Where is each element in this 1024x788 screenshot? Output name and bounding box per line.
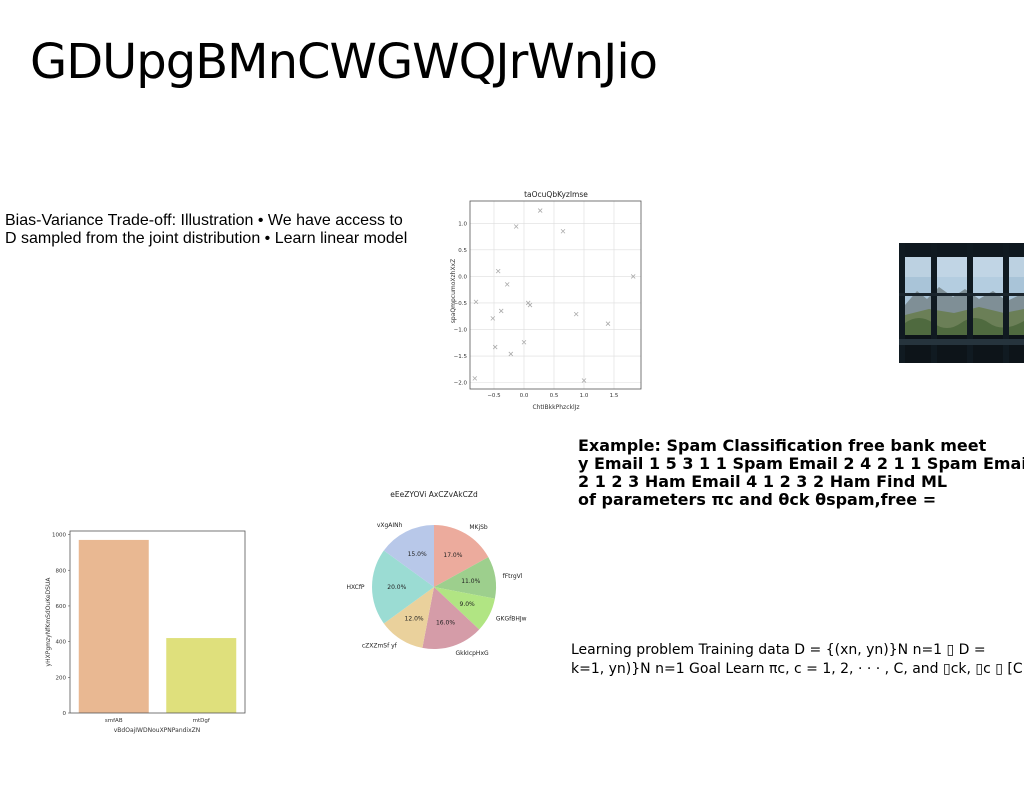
scatter-point [527, 302, 533, 308]
pie-slice [422, 587, 480, 649]
text-line: D sampled from the joint distribution • … [5, 230, 408, 247]
scatter-point [508, 351, 514, 357]
bar-xlabel: vBdOajIWDNouXPNPandixZN [114, 727, 201, 734]
scatter-point [630, 274, 636, 279]
pie-slice-label: HXCfP [346, 584, 364, 591]
text-line: 2 1 2 3 Ham Email 4 1 2 3 2 Ham Find ML [578, 472, 948, 491]
bar-ytick-label: 400 [56, 640, 67, 646]
scatter-title: taOcuQbKyzImse [524, 190, 588, 199]
scatter-point [473, 299, 479, 305]
text-line: y Email 1 5 3 1 1 Spam Email 2 4 2 1 1 S… [578, 454, 1024, 473]
scatter-ytick-label: 0.5 [458, 248, 467, 254]
scatter-point [605, 321, 611, 326]
scatter-point [581, 378, 587, 383]
bar-frame [69, 530, 246, 714]
scatter-xtick-label: 0.0 [520, 393, 529, 399]
scatter-ytick-label: −2.0 [454, 381, 468, 387]
scatter-xtick-label: 1.5 [610, 393, 619, 399]
pie-slice [383, 525, 434, 587]
bar-category-label: mtDgf [193, 718, 211, 724]
bar-ytick-label: 800 [56, 568, 67, 574]
scatter-xtick-label: 1.0 [580, 393, 589, 399]
scatter-point [498, 308, 504, 314]
bias-variance-text: Bias-Variance Trade-off: Illustration • … [5, 212, 425, 248]
bar-ylabel: yHXPgmzyNfKmSdOuKeDSUA [45, 577, 52, 667]
scatter-xtick-label: 0.5 [550, 393, 559, 399]
pie-pct-label: 12.0% [405, 615, 424, 622]
pie-pct-label: 20.0% [387, 584, 406, 591]
scatter-ytick-label: −0.5 [454, 301, 468, 307]
bar-ytick-label: 600 [56, 604, 67, 610]
scatter-ylabel: spaQmpcumoXzhXxZ [450, 259, 457, 323]
text-line: Learning problem Training data D = {(xn,… [571, 642, 986, 658]
learning-problem-text: Learning problem Training data D = {(xn,… [571, 641, 1024, 679]
scatter-point [472, 376, 478, 381]
bar [166, 638, 237, 713]
bar-ytick-label: 0 [63, 711, 67, 717]
pie-title: eEeZYOVi AxCZvAkCZd [390, 490, 478, 499]
scatter-point [490, 316, 496, 321]
pie-slice [372, 550, 434, 624]
pie-slice [434, 525, 489, 587]
scatter-point [521, 339, 527, 345]
scatter-ytick-label: −1.5 [454, 354, 468, 360]
spam-example-text: Example: Spam Classification free bank m… [578, 437, 1024, 509]
pie-slice [383, 587, 434, 648]
pie-slice-label: GkkIcpHxG [455, 650, 489, 657]
text-line: k=1, yn)}N n=1 Goal Learn πc, c = 1, 2, … [571, 661, 1024, 677]
text-line: Example: Spam Classification free bank m… [578, 436, 987, 455]
scatter-point [495, 268, 501, 274]
bar-ytick-label: 200 [56, 675, 67, 681]
scatter-chart: taOcuQbKyzImse −0.5 0.0 0.5 1.0 1.5 −2.0 −1.5 −… [450, 190, 642, 411]
bar-category-label: smfAB [105, 718, 123, 724]
pie-slice-label: vXgAINh [377, 522, 403, 529]
pie-pct-label: 16.0% [436, 619, 455, 626]
pie-pct-label: 11.0% [461, 578, 480, 585]
pie-slice [434, 587, 495, 630]
pie-slice-label: cZXZmSf yf [362, 643, 398, 650]
pie-slice-label: GKGfBHJw [496, 616, 527, 623]
text-line: Bias-Variance Trade-off: Illustration • … [5, 212, 403, 229]
bar [78, 539, 149, 713]
scatter-xlabel: ChtIBkkPhzcklJz [532, 404, 579, 411]
pie-pct-label: 17.0% [443, 552, 462, 559]
scatter-ytick-label: 0.0 [458, 274, 467, 280]
bar-ytick-label: 1000 [52, 533, 66, 539]
pie-slice-label: MKjSb [469, 524, 488, 531]
text-line: of parameters πc and θck θspam,free = [578, 490, 937, 509]
pie-pct-label: 15.0% [408, 551, 427, 558]
window-landscape-photo [899, 243, 1024, 363]
bar-chart: 0 200 400 600 800 1000 smfAB mtDgf vBdOajIWDNo… [45, 530, 246, 734]
scatter-point [492, 344, 498, 350]
scatter-ytick-label: 1.0 [458, 221, 467, 227]
pie-pct-label: 9.0% [460, 601, 476, 608]
pie-slice [434, 557, 496, 599]
scatter-point [537, 208, 543, 213]
scatter-point [573, 311, 579, 317]
pie-chart: eEeZYOVi AxCZvAkCZd 17.0% MKjSb 11.0% fFtrg… [346, 490, 527, 657]
scatter-ytick-label: −1.0 [454, 328, 468, 334]
scatter-frame [469, 200, 642, 390]
scatter-point [504, 282, 510, 287]
slide-title: GDUpgBMnCWGWQJrWnJio [30, 34, 658, 90]
scatter-point [513, 224, 519, 229]
scatter-xtick-label: −0.5 [487, 393, 501, 399]
pie-slice-label: fFtrgVl [503, 573, 523, 580]
scatter-point [560, 228, 566, 234]
